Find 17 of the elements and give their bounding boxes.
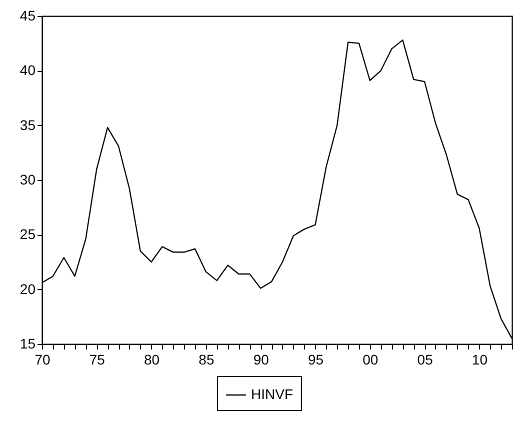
y-tick-label: 25 <box>20 226 36 242</box>
x-tick-label: 95 <box>308 352 324 368</box>
x-tick-label: 75 <box>89 352 106 368</box>
y-tick-label: 40 <box>20 62 36 78</box>
y-tick-label: 30 <box>20 172 36 188</box>
y-tick-label: 45 <box>20 8 36 24</box>
x-tick-label: 10 <box>472 352 488 368</box>
x-tick-label: 00 <box>362 352 378 368</box>
x-tick-label: 85 <box>198 352 214 368</box>
x-tick-label: 05 <box>417 352 434 368</box>
x-tick-label: 70 <box>34 352 50 368</box>
y-tick-label: 15 <box>20 336 36 352</box>
y-tick-label: 35 <box>20 116 36 133</box>
y-tick-label: 20 <box>20 280 36 297</box>
legend-label: HINVF <box>251 386 293 402</box>
x-tick-label: 90 <box>253 352 270 368</box>
x-tick-label: 80 <box>144 352 160 368</box>
